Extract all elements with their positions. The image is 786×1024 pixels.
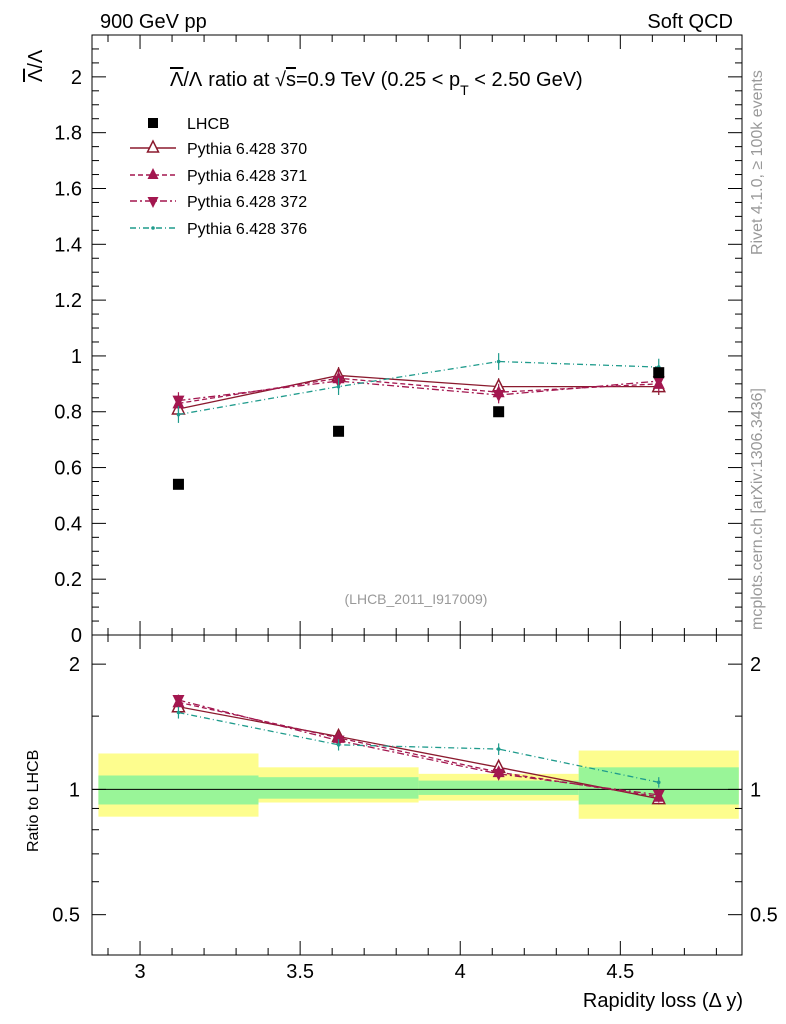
title-prefix: ratio at [208,69,275,91]
ratio-point-p376-1 [336,742,341,747]
title-sqrt-s: s [286,69,296,91]
main-ytick-label-8: 1.6 [54,178,82,200]
main-series-line-p371 [178,377,659,405]
legend-marker-lhcb [148,118,158,128]
ratio-ytick-label-right-0: 0.5 [750,905,778,927]
legend-label-371: Pythia 6.428 371 [187,168,307,185]
xtick-label-0: 3 [134,961,145,983]
legend-label-372: Pythia 6.428 372 [187,194,307,211]
main-series-line-p370 [178,374,659,410]
legend-marker-370 [146,139,160,153]
legend-label-370: Pythia 6.428 370 [187,141,307,158]
xtick-label-1: 3.5 [286,961,314,983]
ratio-series-line-p376 [178,711,659,783]
main-ytick-label-4: 0.8 [54,402,82,424]
main-ytick-label-3: 0.6 [54,458,82,480]
title-suffix: < 2.50 GeV) [469,69,583,91]
ratio-ytick-label-right-2: 2 [750,654,761,676]
legend-marker-376 [151,226,155,230]
xtick-label-3: 4.5 [606,961,634,983]
main-ytick-label-1: 0.2 [54,569,82,591]
legend-label-376: Pythia 6.428 376 [187,221,307,238]
ratio-point-p376-2 [496,747,501,751]
ratio-ytick-label-left-0: 0.5 [52,905,80,927]
title-lambda-bar: Λ [170,69,184,91]
ratio-ylabel: Ratio to LHCB [25,750,42,852]
ratio-point-p372-2 [492,768,505,781]
legend-entry-372: Pythia 6.428 372 [130,194,307,211]
legend-marker-371 [147,168,159,179]
header-right: Soft QCD [647,11,733,33]
main-ylabel: Λ/Λ [25,49,47,82]
ratio-point-p376-3 [656,780,661,785]
legend-entry-376: Pythia 6.428 376 [130,221,307,238]
ylabel-slash: / [25,63,47,69]
ratio-series-line-p370 [178,706,659,800]
ratio-series-line-p372 [178,699,659,796]
main-ytick-label-9: 1.8 [54,123,82,145]
main-ytick-label-2: 0.4 [54,513,82,535]
main-point-data-0 [172,478,184,490]
analysis-id: (LHCB_2011_I917009) [345,591,488,607]
xtick-label-2: 4 [455,961,466,983]
mcplots-credit: mcplots.cern.ch [arXiv:1306.3436] [749,388,766,630]
title-mid: =0.9 TeV (0.25 < p [296,69,460,91]
main-ytick-label-6: 1.2 [54,290,82,312]
main-point-p372-0 [172,395,185,408]
main-ytick-label-10: 2 [71,67,82,89]
main-ytick-label-5: 1 [71,346,82,368]
ratio-band-inner-1 [258,777,419,799]
main-point-p376-2 [496,359,501,364]
title-slash: / [183,69,189,91]
ylabel-lambda-bar: Λ [25,68,47,82]
header-left: 900 GeV pp [100,11,207,33]
legend: LHCB Pythia 6.428 370 Pythia 6.428 371 P… [130,116,307,238]
legend-marker-372 [147,197,159,208]
main-point-data-1 [333,425,345,437]
title-sub: T [460,82,469,98]
main-series-line-p376 [178,360,659,416]
ratio-ytick-label-left-2: 2 [69,654,80,676]
title-sqrt-sign: √ [275,69,286,91]
main-series-line-p372 [178,380,659,402]
legend-entry-370: Pythia 6.428 370 [130,139,307,158]
main-point-data-2 [493,406,505,418]
legend-entry-371: Pythia 6.428 371 [130,168,307,185]
ratio-band-inner-0 [98,775,259,805]
ylabel-lambda: Λ [25,49,47,63]
ratio-point-p376-0 [176,710,181,715]
ratio-frame [91,634,743,956]
main-point-p376-0 [176,412,181,417]
main-point-p372-3 [652,376,665,389]
main-ytick-label-0: 0 [71,625,82,647]
main-point-p372-2 [492,390,505,402]
main-point-p376-1 [336,384,341,389]
ratio-ytick-label-right-1: 1 [750,779,761,801]
legend-entry-lhcb: LHCB [148,116,230,133]
title-lambda: Λ [189,69,203,91]
xlabel: Rapidity loss (Δ y) [583,990,743,1012]
ratio-point-p372-3 [652,789,665,802]
legend-label-lhcb: LHCB [187,116,230,133]
main-ytick-label-7: 1.4 [54,234,82,256]
plot-title: Λ/Λ ratio at √s=0.9 TeV (0.25 < pT < 2.50… [170,69,583,98]
rivet-version: Rivet 4.1.0, ≥ 100k events [749,70,766,255]
main-point-data-3 [653,367,665,379]
ratio-band-inner-2 [418,780,579,795]
svg-text:Λ/Λ: Λ/Λ [25,49,47,82]
ratio-ytick-label-left-1: 1 [69,779,80,801]
ratio-point-p372-0 [172,695,185,708]
